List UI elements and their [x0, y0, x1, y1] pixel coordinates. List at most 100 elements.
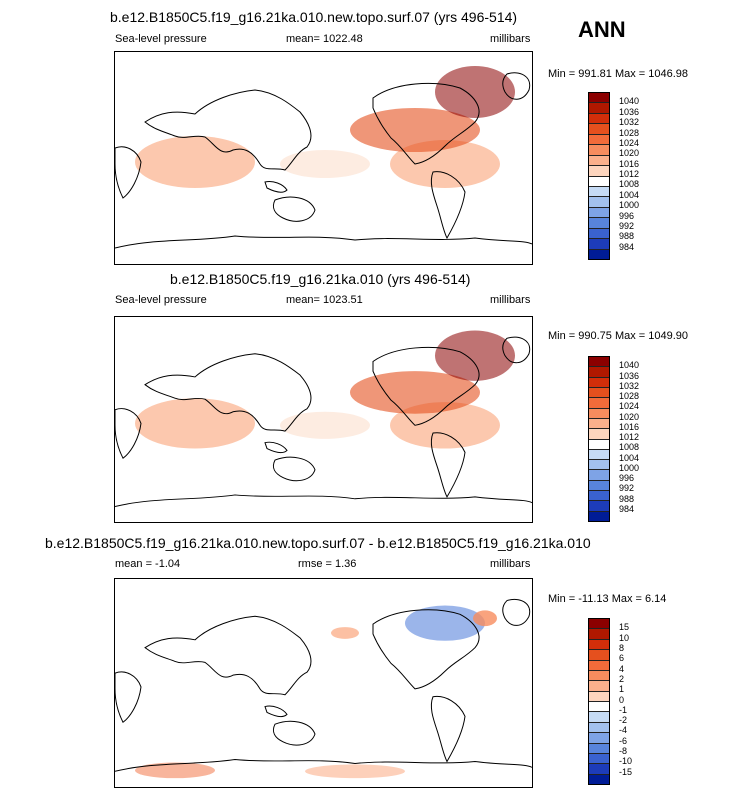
- colorbar-swatch: [589, 154, 609, 166]
- colorbar-swatch: [589, 711, 609, 722]
- colorbar-swatch: [589, 638, 609, 650]
- panel2-variable: Sea-level pressure: [115, 294, 207, 306]
- colorbar-tick-label: -15: [619, 766, 633, 777]
- colorbar-swatch: [589, 659, 609, 670]
- high-pressure-cell: [435, 66, 515, 118]
- colorbar-swatch: [589, 649, 609, 660]
- colorbar-swatch: [589, 438, 609, 449]
- coastline: [502, 336, 531, 364]
- panel3-units: millibars: [490, 558, 531, 570]
- positive-anomaly: [135, 762, 215, 779]
- panel1-minmax: Min = 991.81 Max = 1046.98: [548, 68, 689, 80]
- colorbar-swatch: [589, 144, 609, 155]
- low-pressure-band: [280, 150, 370, 178]
- panel3-rmse: rmse = 1.36: [298, 558, 357, 570]
- colorbar-swatch: [589, 217, 609, 228]
- high-pressure-cell: [135, 136, 255, 188]
- colorbar-tick-label: 1004: [619, 452, 640, 463]
- coastline: [115, 408, 142, 459]
- colorbar-swatch: [589, 619, 609, 629]
- colorbar-swatch: [589, 479, 609, 491]
- negative-anomaly: [405, 605, 485, 641]
- coastline: [430, 695, 466, 763]
- coastline: [264, 441, 288, 454]
- colorbar-tick-label: 988: [619, 231, 635, 242]
- colorbar-tick-label: 992: [619, 483, 635, 494]
- coastline: [372, 346, 480, 426]
- colorbar-swatch: [589, 742, 609, 753]
- colorbar-swatch: [589, 459, 609, 470]
- colorbar-tick-label: 1036: [619, 106, 640, 117]
- panel2-mean: mean= 1023.51: [286, 294, 363, 306]
- coastline: [115, 494, 532, 507]
- colorbar-swatch: [589, 690, 609, 701]
- colorbar-swatch: [589, 721, 609, 733]
- colorbar-tick-label: 1024: [619, 401, 640, 412]
- colorbar-swatch: [589, 133, 609, 145]
- colorbar-swatch: [589, 376, 609, 387]
- colorbar-swatch: [589, 102, 609, 113]
- colorbar-swatch: [589, 680, 609, 691]
- colorbar-tick-label: -4: [619, 725, 628, 736]
- panel3-map: [114, 578, 533, 788]
- colorbar-tick-label: 1: [619, 684, 625, 695]
- colorbar-tick-label: 6: [619, 653, 625, 664]
- coastline: [372, 609, 480, 690]
- colorbar-tick-label: 988: [619, 493, 635, 504]
- colorbar-tick-label: 1000: [619, 200, 640, 211]
- panel1-variable: Sea-level pressure: [115, 33, 207, 45]
- coastline: [272, 720, 316, 746]
- coastline: [144, 89, 312, 171]
- map-canvas: [115, 598, 532, 779]
- coastline: [372, 82, 480, 165]
- coastline: [264, 705, 288, 718]
- positive-anomaly: [305, 764, 405, 779]
- colorbar-tick-label: 1040: [619, 360, 640, 371]
- panel2-title: b.e12.B1850C5.f19_g16.21ka.010 (yrs 496-…: [170, 271, 471, 287]
- colorbar-swatch: [589, 175, 609, 186]
- colorbar-swatch: [589, 227, 609, 239]
- coastline: [502, 72, 531, 100]
- panel3-colorbar: [588, 618, 610, 785]
- colorbar-swatch: [589, 386, 609, 398]
- coastline: [264, 181, 288, 193]
- colorbar-swatch: [589, 248, 609, 259]
- colorbar-swatch: [589, 238, 609, 249]
- colorbar-tick-label: 1016: [619, 158, 640, 169]
- colorbar-swatch: [589, 366, 609, 377]
- panel3-minmax: Min = -11.13 Max = 6.14: [548, 593, 667, 605]
- colorbar-tick-label: 1012: [619, 432, 640, 442]
- panel2-units: millibars: [490, 294, 531, 306]
- high-pressure-cell: [390, 140, 500, 188]
- colorbar-swatch: [589, 196, 609, 207]
- positive-anomaly: [473, 610, 497, 627]
- colorbar-tick-label: 1020: [619, 411, 640, 422]
- high-pressure-cell: [350, 108, 480, 152]
- colorbar-swatch: [589, 397, 609, 408]
- colorbar-tick-label: 1020: [619, 148, 640, 159]
- colorbar-tick-label: 15: [619, 622, 630, 633]
- colorbar-tick-label: 996: [619, 473, 635, 483]
- positive-anomaly: [331, 627, 359, 639]
- coastline: [115, 146, 142, 199]
- colorbar-swatch: [589, 428, 609, 439]
- colorbar-tick-label: 992: [619, 220, 635, 231]
- colorbar-tick-label: 984: [619, 503, 635, 514]
- colorbar-tick-label: 1032: [619, 380, 640, 391]
- colorbar-tick-label: 1024: [619, 137, 640, 148]
- colorbar-swatch: [589, 752, 609, 764]
- colorbar-swatch: [589, 773, 609, 784]
- colorbar-swatch: [589, 123, 609, 134]
- colorbar-tick-label: 1012: [619, 169, 640, 179]
- map-canvas: [115, 330, 532, 507]
- coastline: [115, 759, 532, 772]
- colorbar-tick-label: -6: [619, 735, 628, 746]
- colorbar-swatch: [589, 763, 609, 774]
- coastline: [115, 235, 532, 249]
- coastline: [430, 171, 466, 240]
- colorbar-swatch: [589, 469, 609, 480]
- colorbar-tick-label: 1036: [619, 370, 640, 381]
- colorbar-swatch: [589, 357, 609, 367]
- panel1-units: millibars: [490, 33, 531, 45]
- colorbar-swatch: [589, 112, 609, 124]
